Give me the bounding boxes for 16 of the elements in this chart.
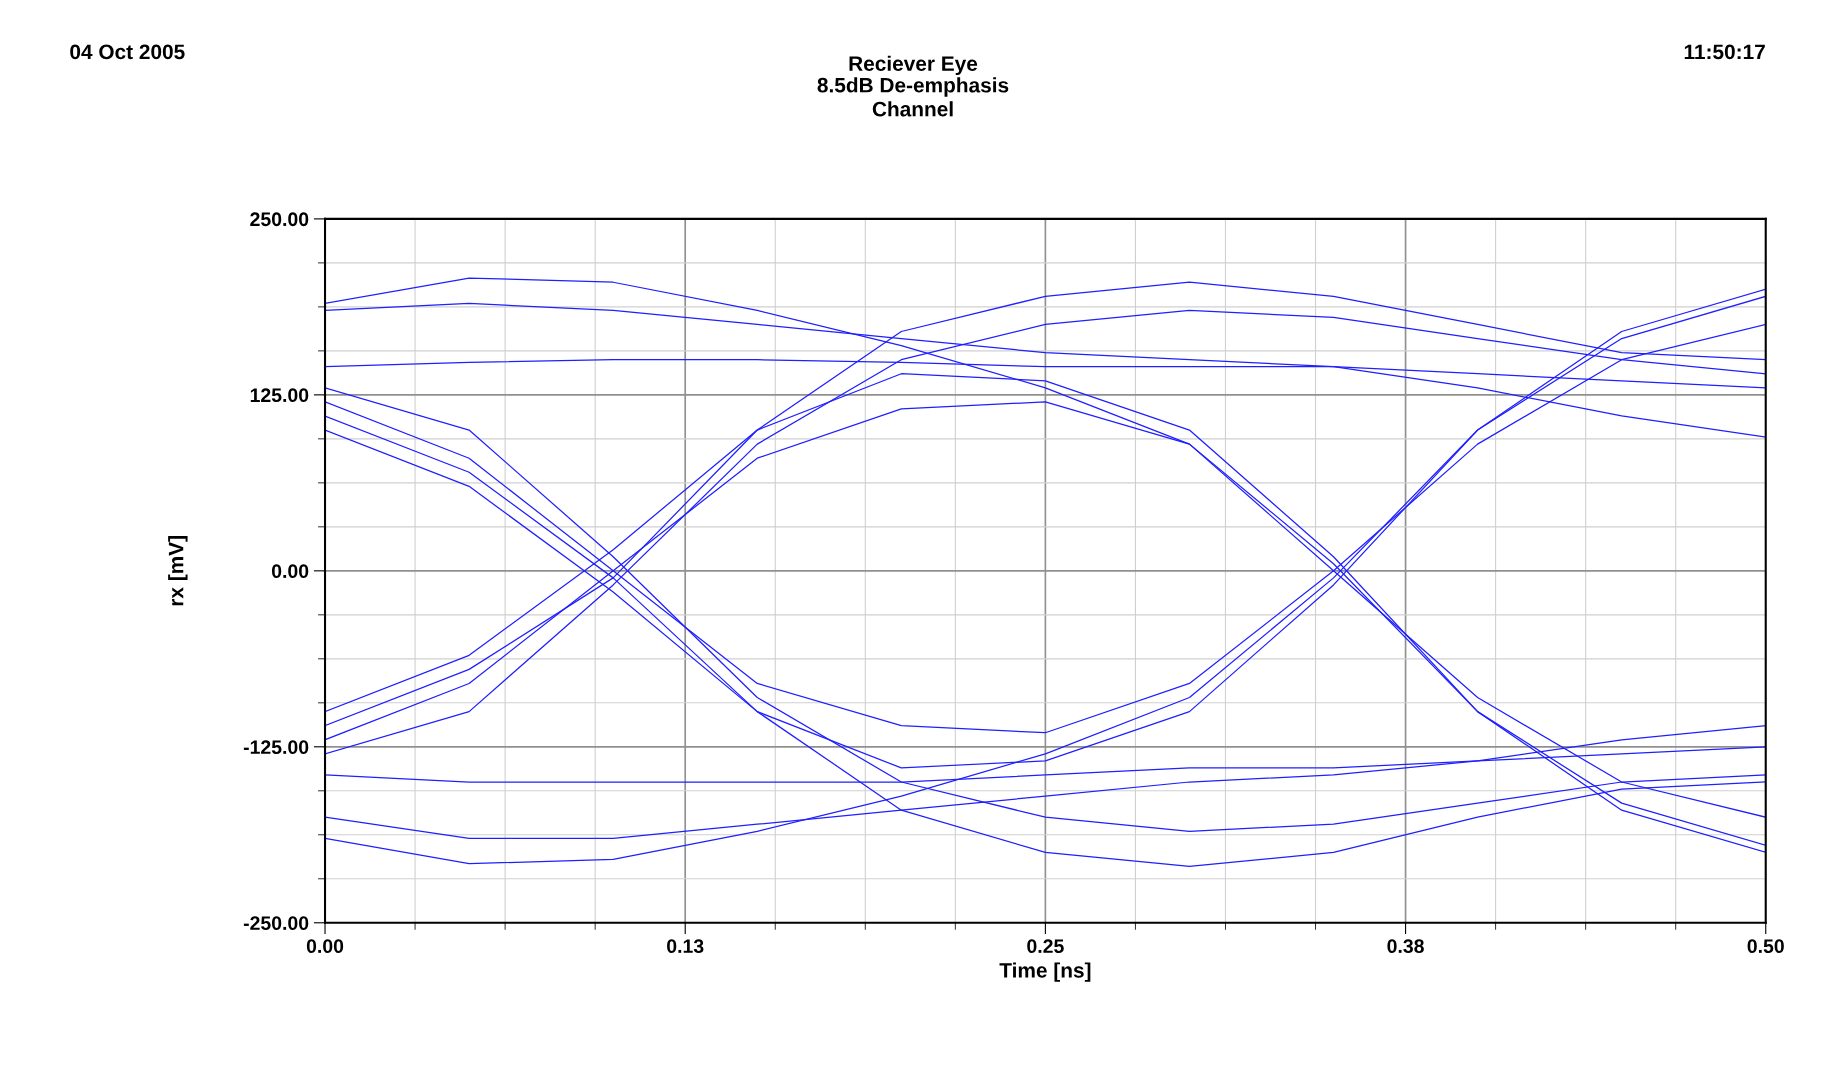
- text: 04 Oct 2005: [70, 44, 185, 60]
- x-tick-label: 0.25: [1027, 939, 1064, 954]
- x-tick-label: 0.50: [1747, 939, 1784, 954]
- y-tick-label: 125.00: [250, 388, 309, 403]
- x-tick-label: 0.13: [667, 939, 704, 954]
- x-tick-label: 0.38: [1387, 939, 1424, 954]
- y-tick-label: 250.00: [250, 212, 309, 227]
- y-tick-label: -250.00: [243, 916, 309, 931]
- x-tick-label: 0.00: [306, 939, 344, 954]
- y-axis-title: rx [mV]: [168, 536, 188, 606]
- text: 11:50:17: [1684, 44, 1765, 60]
- x-axis-title: Time [ns]: [999, 962, 1091, 982]
- y-tick-label: 0.00: [271, 564, 309, 579]
- y-tick-label: -125.00: [243, 740, 309, 755]
- chart-subtitle: 8.5dB De-emphasis Channel: [817, 77, 1009, 117]
- chart-title: Reciever Eye: [849, 55, 978, 76]
